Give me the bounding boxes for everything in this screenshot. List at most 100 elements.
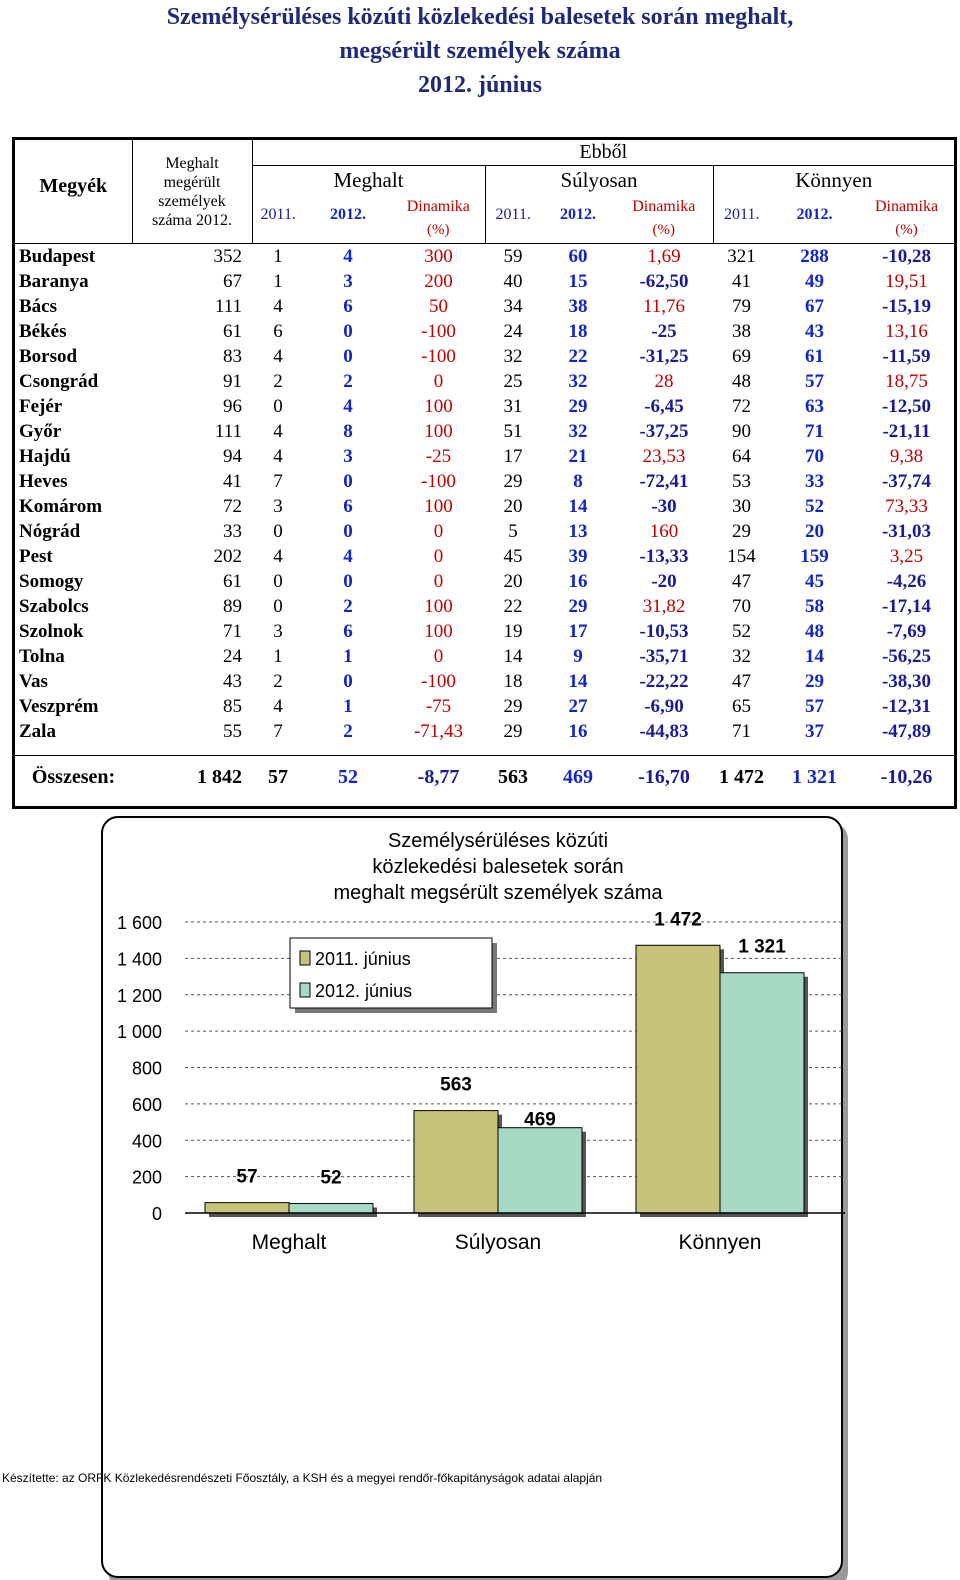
- bar-chart: Személysérüléses közúti közlekedési bales…: [100, 815, 848, 1580]
- sulyosan-2012-value: 27: [568, 695, 588, 717]
- meghalt-2012-value: 0: [343, 320, 353, 342]
- konnyen-dinamika-value: -4,26: [886, 570, 927, 592]
- chart-title: közlekedési balesetek során: [372, 856, 623, 878]
- konnyen-dinamika-value: -11,59: [882, 345, 931, 367]
- sulyosan-2012-value: 14: [568, 670, 588, 692]
- bar: [497, 1127, 583, 1214]
- sulyosan-dinamika-value: -6,45: [644, 395, 684, 417]
- konnyen-2011-value: 321: [713, 243, 770, 269]
- meghalt-2012-value: 1: [343, 695, 353, 717]
- sulyosan-dinamika-value: 1,69: [615, 243, 713, 269]
- sulyosan-dinamika-value: 28: [654, 370, 674, 392]
- y-tick-label: 800: [132, 1059, 162, 1079]
- sulyosan-dinamika-value: -13,33: [639, 545, 689, 567]
- sulyosan-dinamika-value: -20: [651, 570, 677, 592]
- total-value: 71: [223, 620, 242, 642]
- sulyosan-2012-value: 17: [568, 620, 588, 642]
- table-row: Nógrád 33 0 0 0 5 13 160 29 20 -31,03: [15, 519, 954, 544]
- sulyosan-2012-value: 29: [568, 595, 588, 617]
- x-category-label: Súlyosan: [455, 1231, 541, 1254]
- sulyosan-2012-value: 21: [568, 445, 588, 467]
- total-row: Összesen: 1 842 57 52 -8,77 563 469 -16,70 1 472…: [15, 754, 954, 800]
- meghalt-2011-value: 4: [273, 545, 283, 567]
- konnyen-dinamika-value: -17,14: [881, 595, 932, 617]
- konnyen-2012-value: 67: [805, 295, 824, 317]
- meghalt-dinamika-value: 0: [433, 520, 444, 542]
- y-tick-label: 1 400: [117, 949, 162, 969]
- meghalt-2011-value: 0: [273, 595, 283, 617]
- total-value: 85: [223, 695, 242, 717]
- sulyosan-dinamika-value: -30: [651, 495, 677, 517]
- meghalt-2012-value: 4: [304, 243, 392, 269]
- title-line-3: 2012. június: [417, 72, 543, 98]
- data-table: Megyék Meghalt megérült személyek száma …: [15, 140, 954, 800]
- county-name: Vas: [19, 670, 48, 692]
- sulyosan-2012-value: 13: [568, 520, 588, 542]
- bar-value-label: 469: [524, 1110, 556, 1131]
- legend-label: 2012. június: [315, 981, 412, 1001]
- legend-label: 2011. június: [315, 949, 411, 969]
- konnyen-2012-value: 43: [805, 320, 824, 342]
- total-value: 83: [223, 345, 242, 367]
- total-value: 94: [223, 445, 242, 467]
- sulyosan-2011-value: 25: [503, 370, 523, 392]
- konnyen-2011-value: 41: [732, 270, 751, 292]
- sulyosan-dinamika-value: -25: [651, 320, 677, 342]
- total-value: 67: [223, 270, 242, 292]
- konnyen-dinamika-value: 13,16: [885, 320, 928, 342]
- total-value: 61: [223, 320, 242, 342]
- konnyen-2011-value: 64: [732, 445, 751, 467]
- konnyen-2012-value: 63: [805, 395, 824, 417]
- sulyosan-2011-value: 20: [503, 495, 523, 517]
- sulyosan-2011-value: 29: [503, 695, 523, 717]
- col-header-pct: (%): [895, 221, 918, 238]
- x-category-label: Könnyen: [679, 1231, 762, 1254]
- sulyosan-2011-value: 34: [503, 295, 523, 317]
- meghalt-2012-value: 3: [343, 270, 353, 292]
- meghalt-2012-value: 4: [343, 545, 353, 567]
- meghalt-2012-value: 0: [343, 570, 353, 592]
- sulyosan-2011-value: 19: [503, 620, 523, 642]
- konnyen-dinamika-value: -15,19: [881, 295, 932, 317]
- sulyosan-dinamika-value: 23,53: [642, 445, 686, 467]
- total-value: 202: [213, 545, 243, 567]
- spacer-row: [15, 744, 954, 755]
- meghalt-2011-value: 7: [273, 720, 283, 742]
- konnyen-dinamika-value: -7,69: [886, 620, 927, 642]
- legend-swatch: [299, 982, 311, 998]
- sulyosan-2012-value: 22: [568, 345, 588, 367]
- meghalt-2011-value: 4: [273, 445, 283, 467]
- total-sum: 1 842: [132, 754, 252, 800]
- meghalt-dinamika-value: -100: [421, 670, 456, 692]
- sulyosan-2012-value: 18: [568, 320, 588, 342]
- sulyosan-2012-value: 16: [568, 720, 588, 742]
- meghalt-dinamika-value: -100: [421, 345, 456, 367]
- meghalt-dinamika-value: -100: [421, 470, 456, 492]
- total-konnyen-2012: 1 321: [770, 754, 859, 800]
- konnyen-dinamika-value: -47,89: [881, 720, 932, 742]
- sulyosan-dinamika-value: -31,25: [639, 345, 689, 367]
- sulyosan-2011-value: 45: [503, 545, 523, 567]
- meghalt-dinamika-value: 50: [429, 295, 448, 317]
- total-value: 43: [223, 670, 242, 692]
- spacer-cell: [15, 744, 954, 755]
- meghalt-2012-value: 0: [343, 345, 353, 367]
- konnyen-2012-value: 45: [805, 570, 824, 592]
- meghalt-2011-value: 7: [273, 470, 283, 492]
- col-header-total: Meghalt megérült személyek száma 2012.: [132, 140, 253, 244]
- meghalt-2011-value: 1: [252, 243, 304, 269]
- sulyosan-2012-value: 60: [541, 243, 615, 269]
- meghalt-2011-value: 0: [273, 520, 283, 542]
- meghalt-dinamika-value: 0: [433, 570, 444, 592]
- col-header-konnyen: Könnyen: [795, 168, 873, 193]
- col-header-dinamika: Dinamika: [615, 195, 714, 218]
- bar-value-label: 57: [236, 1167, 257, 1188]
- col-header-ebbol: Ebből: [252, 140, 954, 166]
- table-row: Borsod 83 4 0 -100 32 22 -31,25 69 61 -11,59: [15, 344, 954, 369]
- county-name: Baranya: [19, 270, 89, 292]
- sulyosan-2011-value: 29: [503, 720, 523, 742]
- konnyen-2011-value: 47: [732, 670, 751, 692]
- meghalt-2012-value: 8: [343, 420, 353, 442]
- meghalt-2011-value: 6: [273, 320, 283, 342]
- bar: [288, 1203, 374, 1214]
